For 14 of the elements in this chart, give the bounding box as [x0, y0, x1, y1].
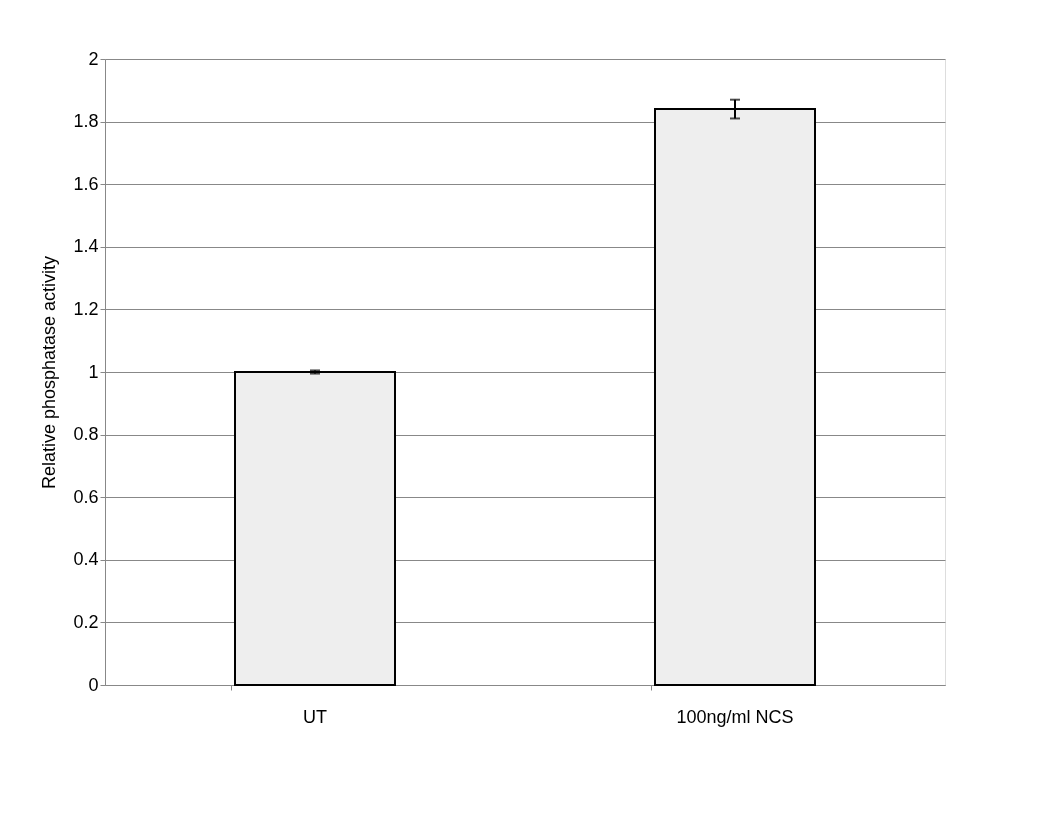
y-tick-label: 0	[88, 674, 99, 695]
y-tick-label: 1.2	[73, 298, 99, 319]
y-tick-label: 0.8	[73, 424, 99, 445]
y-tick-label: 1.4	[73, 236, 99, 257]
y-axis-title: Relative phosphatase activity	[39, 255, 60, 490]
y-tick-label: 2	[88, 48, 99, 69]
y-tick-label: 1.6	[73, 173, 99, 194]
y-tick-label: 0.4	[73, 549, 99, 570]
y-tick-label: 1	[88, 361, 99, 382]
x-tick-label: 100ng/ml NCS	[676, 706, 794, 727]
y-tick-label: 0.6	[73, 486, 99, 507]
x-tick-label: UT	[303, 706, 327, 727]
y-tick-label: 0.2	[73, 611, 99, 632]
y-tick-label: 1.8	[73, 111, 99, 132]
